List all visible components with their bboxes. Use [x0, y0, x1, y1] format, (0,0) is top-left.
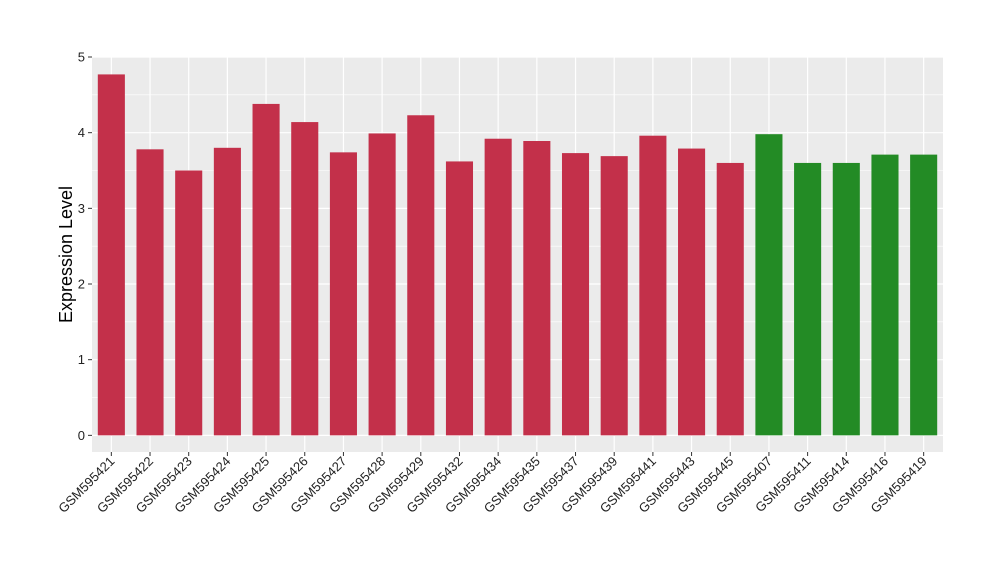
bar-GSM595426 [291, 122, 319, 436]
bar-GSM595427 [329, 152, 357, 436]
bar-GSM595441 [639, 135, 667, 436]
bar-GSM595422 [136, 149, 164, 436]
bar-GSM595434 [484, 138, 512, 436]
y-tick-label: 4 [78, 125, 85, 140]
bar-GSM595425 [252, 103, 280, 436]
bar-GSM595428 [368, 133, 396, 436]
bar-GSM595437 [561, 153, 590, 436]
y-tick-label: 1 [78, 352, 85, 367]
bar-GSM595414 [832, 162, 860, 436]
x-axis: GSM595421GSM595422GSM595423GSM595424GSM5… [55, 452, 930, 516]
bar-GSM595424 [213, 147, 241, 436]
y-axis: 0 1 2 3 4 5 [78, 50, 92, 443]
y-tick-label: 2 [78, 277, 85, 292]
bar-GSM595429 [407, 115, 435, 436]
bar-GSM595439 [600, 156, 628, 436]
bar-GSM595416 [871, 154, 899, 436]
bar-GSM595423 [175, 170, 203, 436]
y-tick-label: 0 [78, 428, 85, 443]
bar-GSM595407 [755, 134, 783, 436]
y-tick-label: 3 [78, 201, 85, 216]
bar-GSM595445 [716, 162, 744, 436]
bar-GSM595443 [678, 148, 706, 436]
bar-GSM595421 [97, 74, 125, 436]
bar-GSM595419 [910, 154, 938, 436]
bars [97, 74, 938, 436]
bar-GSM595411 [794, 162, 822, 436]
bar-GSM595432 [445, 161, 474, 436]
y-tick-label: 5 [78, 50, 85, 65]
y-axis-title: Expression Level [56, 186, 76, 323]
bar-GSM595435 [523, 140, 551, 436]
